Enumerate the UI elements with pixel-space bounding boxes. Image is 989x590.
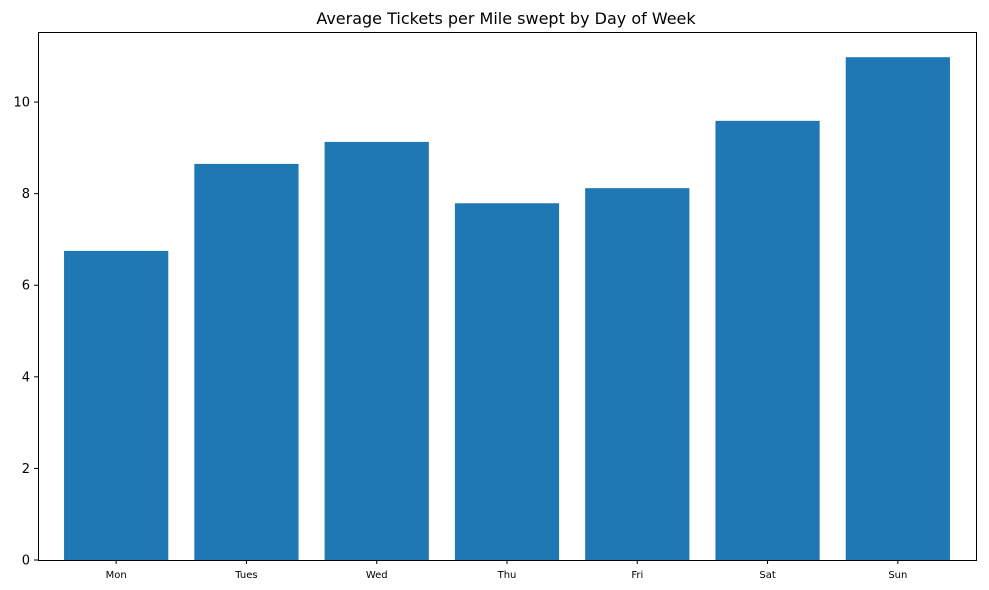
x-tick-label: Fri [631,570,643,581]
bar-fri [585,188,690,560]
plot-frame [38,32,977,561]
bar-wed [324,141,429,560]
bar-sun [845,57,950,561]
bar-tues [194,163,299,561]
y-tick-label: 0 [22,554,30,569]
bar-mon [64,250,169,561]
chart-title: Average Tickets per Mile swept by Day of… [316,9,696,28]
bar-thu [454,203,560,560]
y-tick-label: 8 [22,187,30,202]
y-tick-label: 6 [22,279,30,294]
x-tick-label: Thu [497,570,517,581]
x-axis: Mon Tues Wed Thu Fri Sat Sun [106,560,907,581]
y-axis: 0 2 4 6 8 10 [13,96,38,569]
x-tick-label: Mon [106,570,127,581]
bar-sat [715,120,820,561]
x-tick-label: Sun [888,570,907,581]
bars-layer [64,57,950,561]
x-tick-label: Wed [366,570,388,581]
y-tick-label: 4 [22,370,30,385]
x-tick-label: Tues [234,570,257,581]
y-tick-label: 10 [13,96,30,111]
x-tick-label: Sat [759,570,775,581]
y-tick-label: 2 [22,462,30,477]
